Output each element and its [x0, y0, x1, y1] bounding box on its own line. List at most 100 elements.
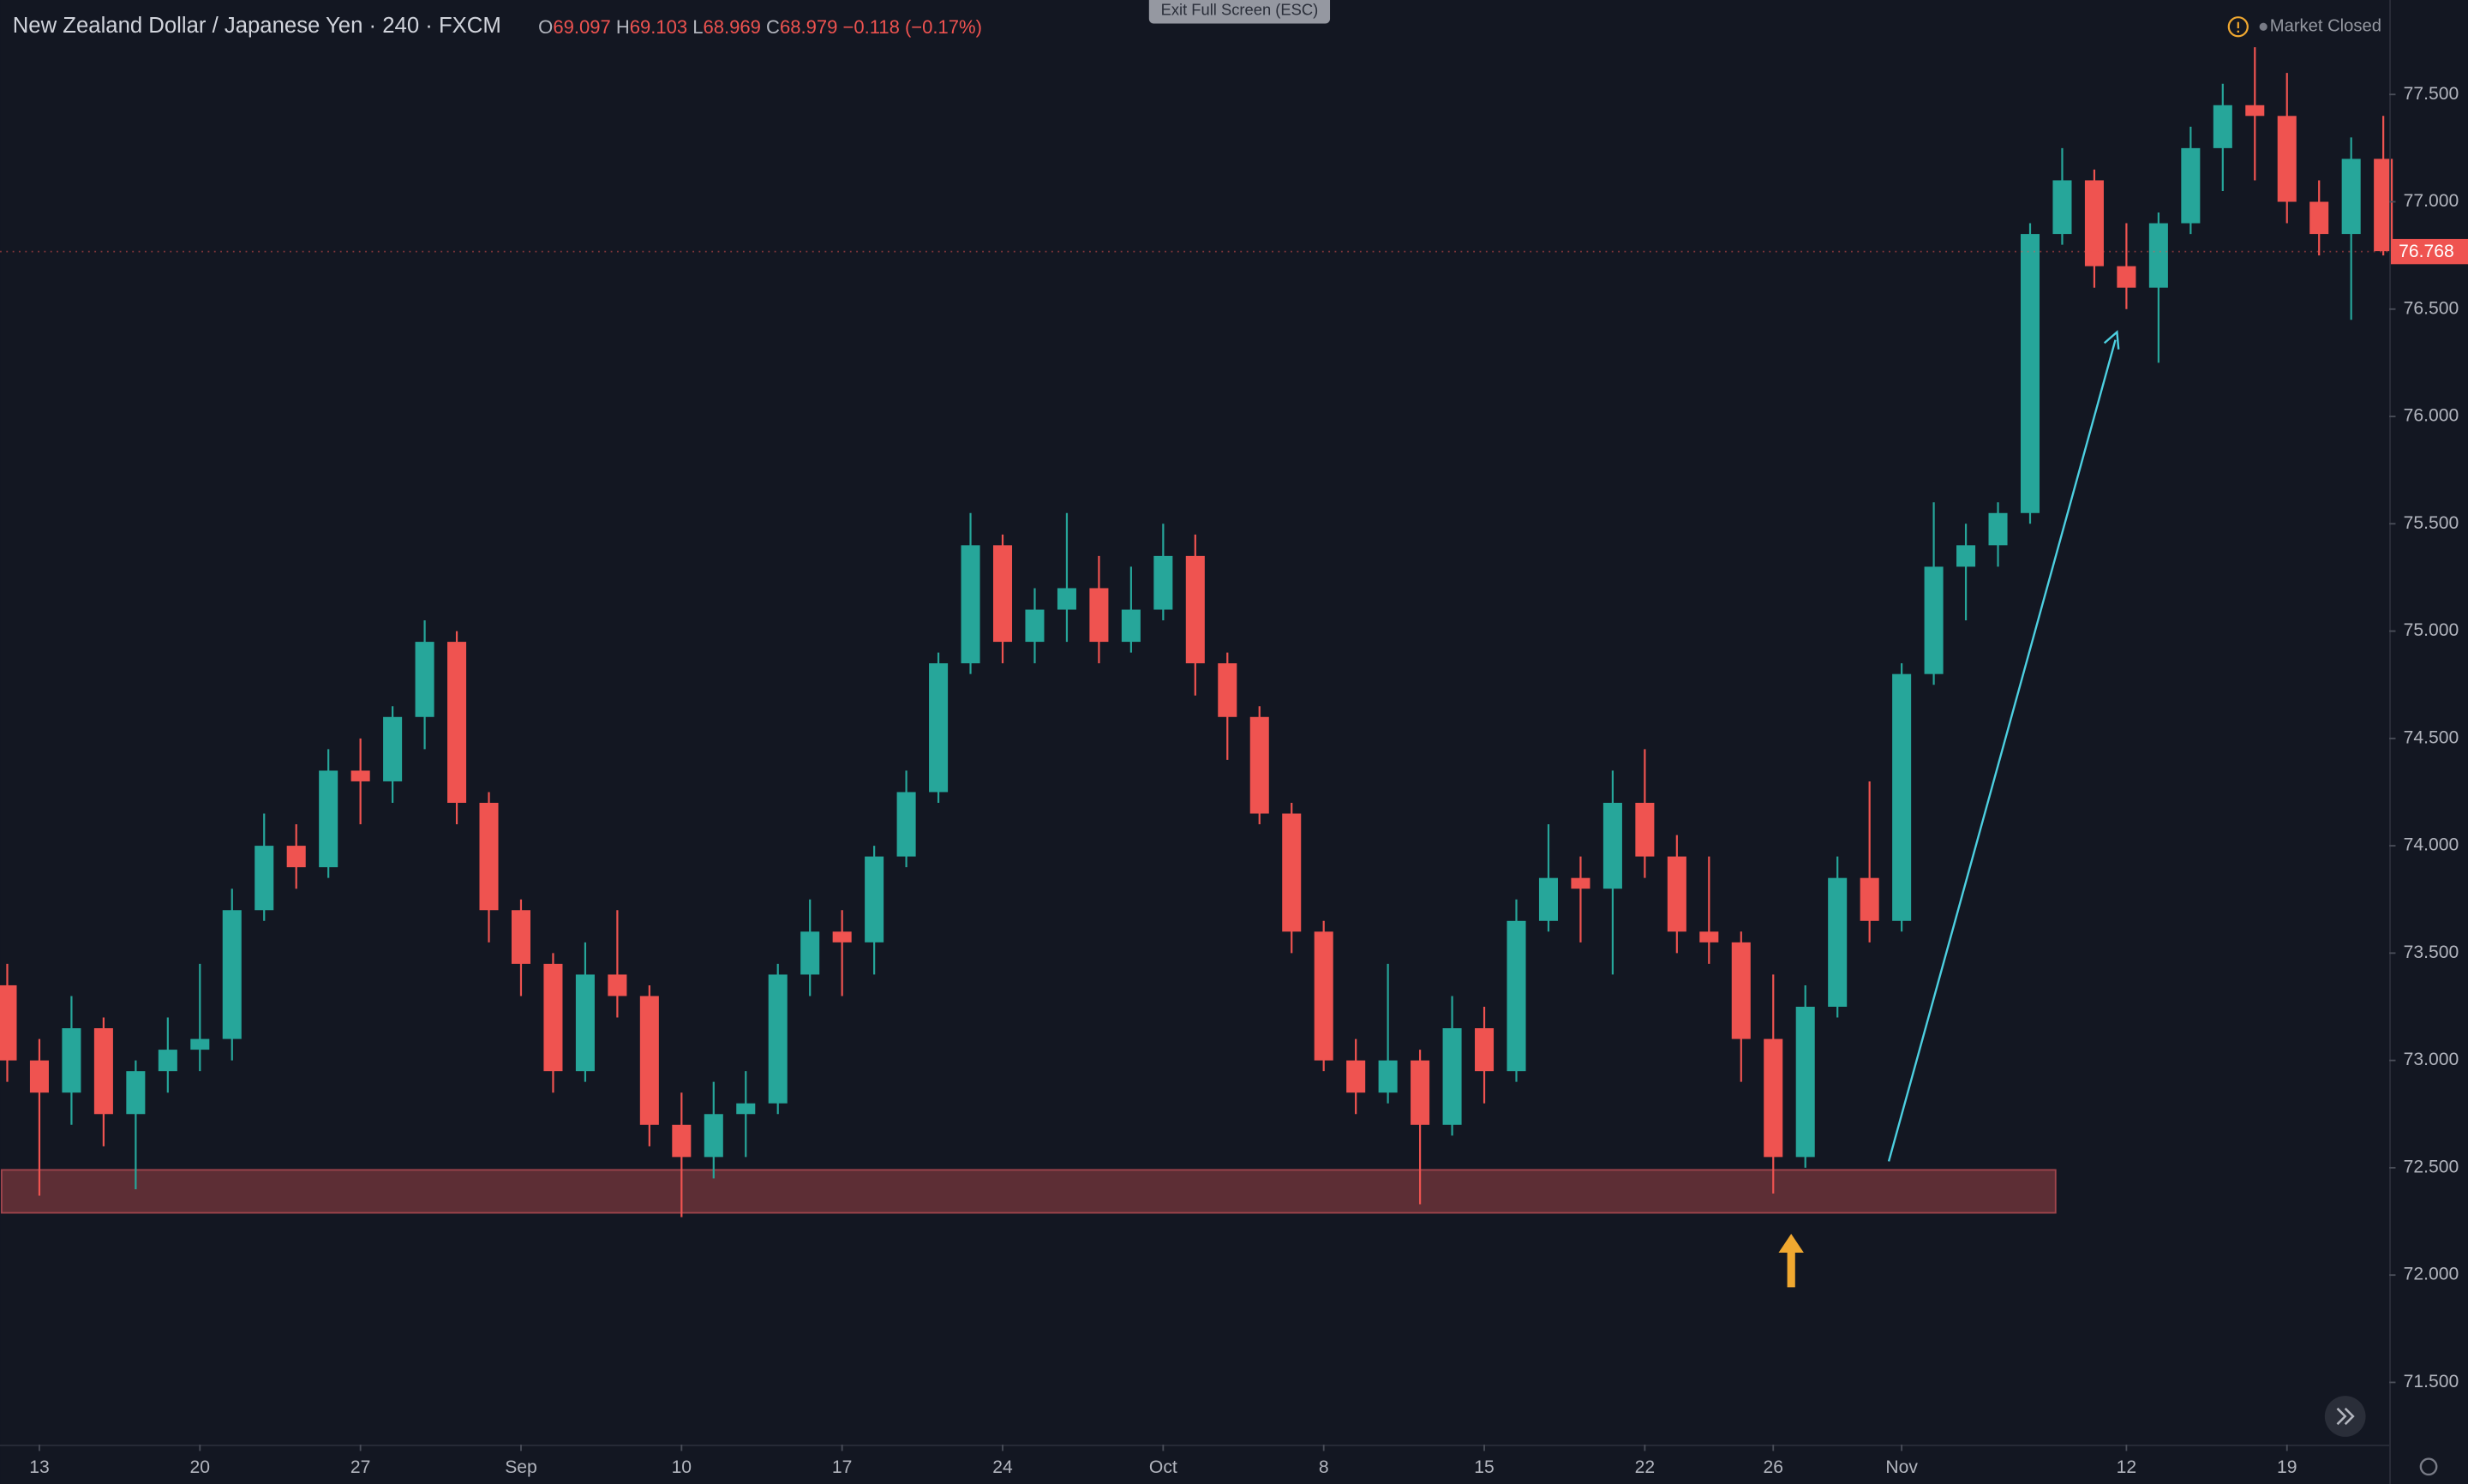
exit-fullscreen-button[interactable] [1148, 0, 1331, 24]
candle-body [2277, 116, 2297, 202]
candle-body [222, 910, 242, 1039]
candle-body [1635, 802, 1655, 857]
y-tick-label: 72.000 [2404, 1265, 2459, 1284]
last-price-badge [2390, 238, 2468, 265]
plot-area [0, 47, 2393, 1218]
candle-body [1860, 877, 1879, 921]
ohlc-label: L [692, 16, 703, 38]
candle-body [1667, 856, 1686, 932]
symbol-title: New Zealand Dollar / Japanese Yen · 240 … [13, 14, 501, 38]
candle-body [511, 910, 530, 964]
candle-body [2341, 159, 2361, 235]
y-tick-label: 72.500 [2404, 1157, 2459, 1176]
candle-body [2245, 105, 2265, 117]
candle-body [1314, 931, 1333, 1061]
candle-body [1475, 1028, 1495, 1072]
warning-icon-dot [2237, 30, 2240, 33]
candle-body [29, 1060, 49, 1093]
candle-body [126, 1071, 146, 1115]
candle-body [896, 792, 916, 857]
candle-body [2213, 105, 2232, 148]
market-status: Market Closed [2270, 17, 2381, 36]
x-tick-label: 20 [190, 1457, 210, 1477]
candle-body [1282, 813, 1302, 932]
y-tick-label: 74.000 [2404, 835, 2459, 855]
candle-body [0, 984, 17, 1061]
candle-body [1988, 512, 2008, 546]
candle-body [639, 996, 659, 1125]
candle-body [1538, 877, 1558, 921]
y-tick-label: 73.000 [2404, 1050, 2459, 1069]
ohlc-label: O [538, 16, 553, 38]
y-tick-label: 71.500 [2404, 1372, 2459, 1391]
x-tick-label: Oct [1149, 1457, 1177, 1477]
support-zone [0, 1169, 2057, 1214]
candle-body [929, 663, 949, 793]
candle-body [158, 1050, 177, 1072]
y-tick-label: 74.500 [2404, 727, 2459, 747]
candle-body [1571, 877, 1590, 889]
candle-body [1602, 802, 1622, 889]
ohlc-readout: O69.097 H69.103 L68.969 C68.979 −0.118 (… [538, 16, 982, 38]
x-tick-label: 17 [832, 1457, 852, 1477]
candle-body [1924, 566, 1944, 674]
candle-body [350, 770, 370, 781]
candle-body [1507, 920, 1526, 1072]
candle-body [447, 642, 467, 803]
x-tick-label: 24 [992, 1457, 1013, 1477]
candle-body [2374, 159, 2393, 252]
x-tick-label: 26 [1764, 1457, 1783, 1477]
status-dot [2259, 22, 2267, 31]
ohlc-value: 69.097 [553, 16, 610, 38]
candle-body [608, 974, 627, 996]
x-tick-label: 15 [1474, 1457, 1494, 1477]
candle-body [1378, 1060, 1398, 1093]
candle-body [1699, 931, 1719, 942]
x-tick-label: 13 [29, 1457, 49, 1477]
y-tick-label: 76.000 [2404, 406, 2459, 426]
candle-body [2181, 147, 2201, 224]
y-tick-label: 76.500 [2404, 298, 2459, 318]
trend-arrow [1887, 339, 2117, 1162]
candle-body [190, 1038, 210, 1050]
candle-body [1731, 942, 1751, 1039]
candle-body [2117, 266, 2136, 288]
candle-body [62, 1028, 81, 1093]
candle-body [415, 642, 434, 717]
candle-body [1185, 555, 1205, 664]
settings-button[interactable] [2419, 1457, 2438, 1476]
candle-body [1956, 545, 1976, 567]
candle-body [93, 1028, 113, 1115]
candle-body [383, 716, 403, 781]
warning-icon[interactable] [2227, 16, 2249, 38]
candle-body [1218, 663, 1237, 717]
candle-body [1442, 1028, 1462, 1125]
candle-body [1089, 588, 1109, 643]
candle-body [543, 963, 563, 1072]
scroll-icon [2336, 1407, 2355, 1426]
candle-body [2084, 180, 2104, 266]
candle-body [1249, 716, 1269, 814]
candle-body [992, 545, 1013, 643]
x-tick-label: 8 [1319, 1457, 1329, 1477]
x-tick-label: Nov [1885, 1457, 1918, 1477]
y-tick-label: 77.000 [2404, 191, 2459, 211]
x-tick-label: 27 [350, 1457, 370, 1477]
exit-fullscreen-label[interactable]: Exit Full Screen (ESC) [1161, 1, 1319, 19]
candle-body [575, 974, 595, 1072]
candle-body [704, 1114, 723, 1158]
candle-body [1025, 609, 1045, 643]
y-tick-label: 73.500 [2404, 942, 2459, 962]
candle-body [1153, 555, 1173, 610]
candle-body [865, 856, 884, 942]
candle-body [2309, 201, 2329, 235]
ohlc-label: C [766, 16, 780, 38]
candle-body [1411, 1060, 1430, 1125]
candle-body [2148, 223, 2168, 288]
ohlc-label: H [616, 16, 630, 38]
ohlc-value: 69.103 [630, 16, 687, 38]
candle-body [832, 931, 852, 942]
candle-body [736, 1103, 756, 1115]
candle-body [768, 974, 788, 1104]
